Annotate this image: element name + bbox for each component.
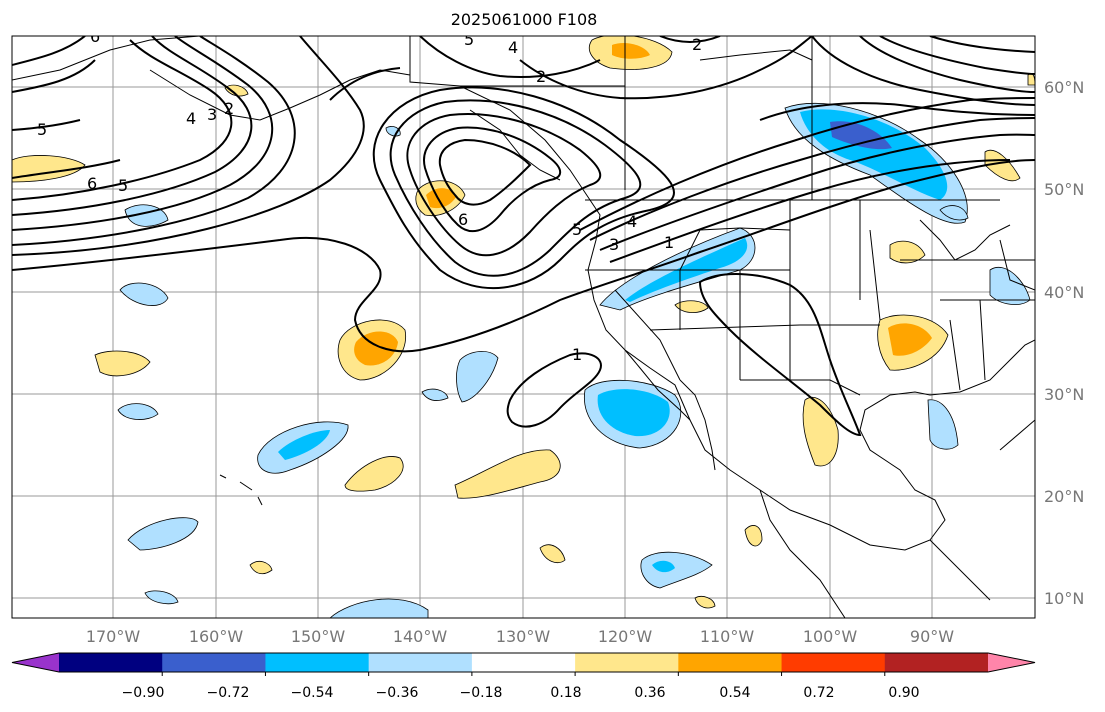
coastlines <box>12 36 1035 618</box>
contour-label: 2 <box>692 35 702 54</box>
colorbar-tick-label: 0.90 <box>888 685 919 701</box>
lat-label: 10°N <box>1044 589 1084 608</box>
contour-label: 5 <box>572 220 582 239</box>
longitude-labels: 170°W 160°W 150°W 140°W 130°W 120°W 110°… <box>86 627 954 646</box>
colorbar-tick-label: −0.18 <box>460 685 503 701</box>
contour-label: 5 <box>464 30 474 49</box>
contour-label: 1 <box>664 233 674 252</box>
lon-label: 100°W <box>803 627 858 646</box>
colorbar-tick-label: 0.18 <box>550 685 581 701</box>
lon-label: 130°W <box>496 627 551 646</box>
contour-label: 1 <box>572 345 582 364</box>
colorbar-tick-label: −0.36 <box>376 685 419 701</box>
contour-label: 4 <box>508 38 518 57</box>
colorbar: −0.90 −0.72 −0.54 −0.36 −0.18 0.18 0.36 … <box>11 652 1036 701</box>
colorbar-segment <box>368 653 473 672</box>
colorbar-segment <box>781 653 886 672</box>
lon-label: 150°W <box>291 627 346 646</box>
lat-label: 50°N <box>1044 180 1084 199</box>
gridlines <box>12 36 1035 618</box>
colorbar-extend-high <box>988 653 1035 672</box>
lon-label: 90°W <box>910 627 954 646</box>
lon-label: 140°W <box>393 627 448 646</box>
lat-label: 30°N <box>1044 385 1084 404</box>
colorbar-outline <box>11 652 1036 673</box>
contour-label: 6 <box>458 210 468 229</box>
colorbar-tick-label: −0.54 <box>291 685 334 701</box>
contour-label: 2 <box>536 67 546 86</box>
lat-label: 40°N <box>1044 283 1084 302</box>
lon-label: 120°W <box>598 627 653 646</box>
contour-label: 5 <box>118 176 128 195</box>
contour-label: 6 <box>90 27 100 46</box>
colorbar-segment <box>678 653 783 672</box>
contour-label: 4 <box>627 212 637 231</box>
colorbar-extend-low <box>12 653 59 672</box>
contour-labels: 5 4 2 2 4 3 5 5 6 6 3 4 5 1 1 2 6 <box>37 27 702 364</box>
colorbar-segment <box>884 653 989 672</box>
colorbar-tick-label: 0.72 <box>803 685 834 701</box>
contour-label: 3 <box>207 105 217 124</box>
lon-label: 110°W <box>700 627 755 646</box>
contour-label: 5 <box>37 120 47 139</box>
colorbar-segment <box>59 653 163 672</box>
colorbar-tick-label: 0.36 <box>634 685 665 701</box>
colorbar-tick-label: −0.90 <box>122 685 165 701</box>
lon-label: 170°W <box>86 627 141 646</box>
lon-label: 160°W <box>189 627 244 646</box>
lat-label: 20°N <box>1044 487 1084 506</box>
lat-label: 60°N <box>1044 78 1084 97</box>
height-contours <box>12 36 1035 437</box>
colorbar-segment <box>265 653 370 672</box>
colorbar-tick-label: 0.54 <box>719 685 750 701</box>
contour-label: 2 <box>224 99 234 118</box>
colorbar-tick-label: −0.72 <box>207 685 250 701</box>
map-frame <box>11 35 1036 619</box>
latitude-labels: 60°N 50°N 40°N 30°N 20°N 10°N <box>1044 78 1084 608</box>
colorbar-segment <box>471 653 576 672</box>
contour-label: 3 <box>609 235 619 254</box>
contour-label: 4 <box>186 109 196 128</box>
colorbar-segment <box>575 653 679 672</box>
contour-label: 6 <box>87 174 97 193</box>
map-title: 2025061000 F108 <box>450 10 598 29</box>
colorbar-segment <box>162 653 266 672</box>
